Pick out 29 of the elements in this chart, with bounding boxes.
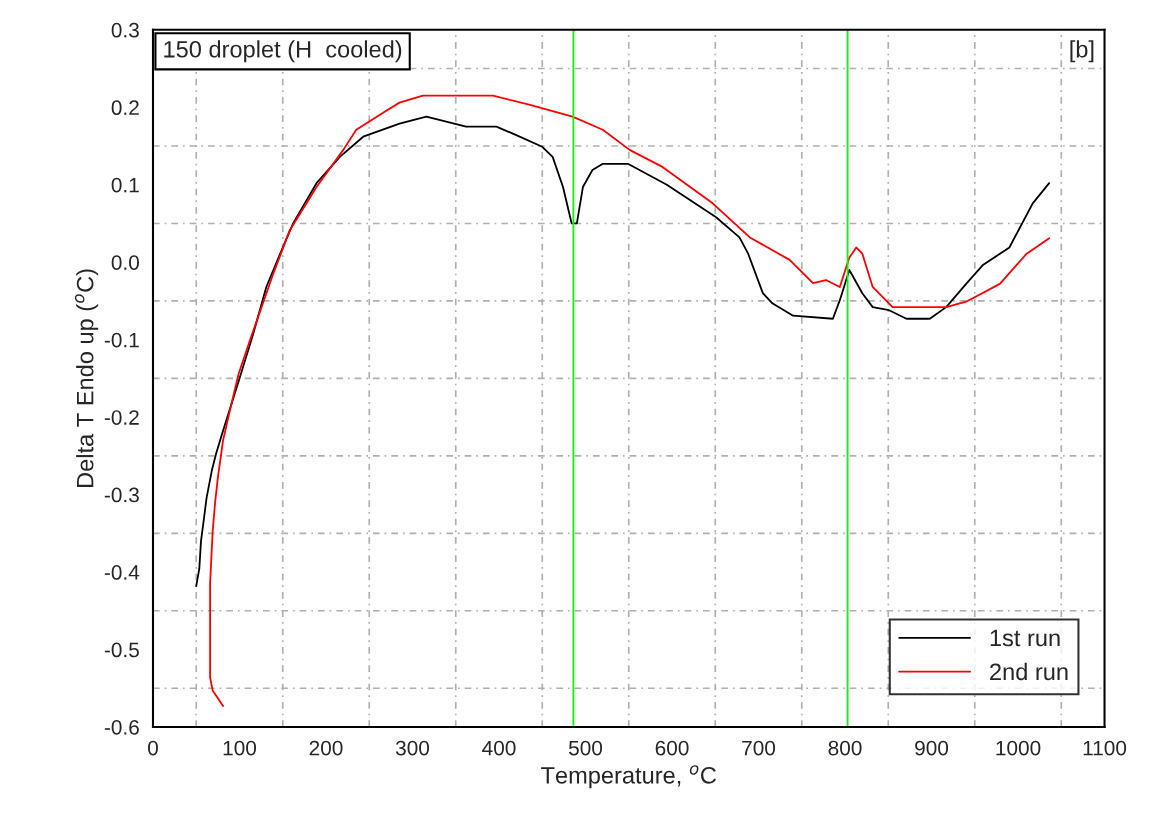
x-tick-label: 700 — [742, 740, 776, 756]
x-tick-label: 500 — [568, 740, 603, 756]
y-tick-label: -0.3 — [104, 487, 139, 503]
legend-label: 1st run — [990, 629, 1060, 647]
x-tick-label: 1000 — [996, 740, 1041, 756]
x-tick-label: 300 — [395, 740, 430, 756]
y-tick-label: -0.4 — [104, 565, 140, 580]
y-tick-label: -0.6 — [104, 719, 139, 735]
y-tick-label: -0.5 — [104, 642, 139, 658]
y-tick-label: -0.1 — [104, 332, 139, 348]
annotation: 150 droplet (H cooled) — [164, 40, 402, 63]
y-tick-label: -0.2 — [104, 410, 139, 425]
x-tick-label: 800 — [828, 740, 862, 756]
x-tick-label: 100 — [223, 740, 257, 756]
y-tick-label: 0.3 — [111, 22, 139, 38]
y-tick-label: 0.0 — [111, 255, 139, 270]
y-axis-title: Delta T Endo up ($^{o}$C) — [74, 269, 99, 487]
x-axis-title: Temperature, $^{o}$C — [541, 765, 716, 789]
x-tick-label: 900 — [915, 740, 949, 756]
x-tick-label: 200 — [309, 740, 343, 756]
annotation: [b] — [1070, 40, 1094, 63]
y-tick-label: 0.1 — [111, 177, 139, 193]
line-series — [195, 115, 1051, 587]
x-tick-label: 400 — [482, 740, 516, 756]
y-tick-label: 0.2 — [111, 100, 139, 116]
x-tick-label: 0 — [148, 740, 158, 756]
legend-label: 2nd run — [990, 662, 1068, 681]
x-tick-label: 1100 — [1083, 740, 1127, 756]
x-tick-label: 600 — [655, 740, 689, 756]
